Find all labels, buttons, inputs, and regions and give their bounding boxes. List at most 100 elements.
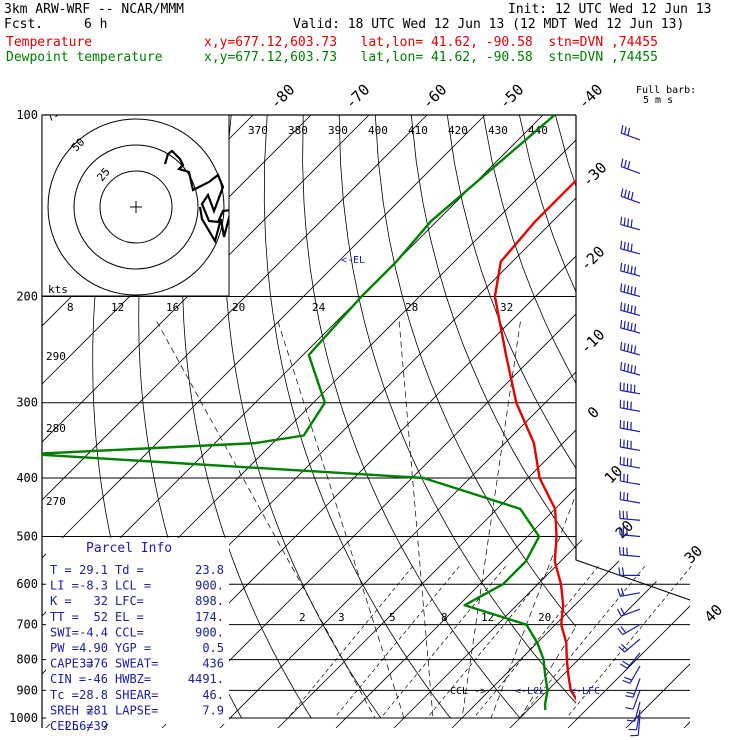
isotherm-line (62, 115, 486, 538)
dry-adiabat (374, 115, 576, 628)
mixing-ratio-line (287, 565, 414, 719)
pressure-tick-label: 300 (16, 396, 38, 410)
mixing-ratio-label: 8 (441, 611, 448, 624)
mixing-ratio-line (566, 565, 692, 719)
hodograph-units: kts (48, 283, 68, 296)
mixing-ratio-label: 28 (405, 301, 418, 314)
dry-adiabat (700, 115, 740, 718)
wind-barb (619, 420, 641, 433)
parcel-key: YGP = (115, 641, 151, 655)
theta-e-label: 390 (328, 124, 348, 137)
isotherm-label: -70 (342, 81, 374, 113)
isotherm-line (42, 115, 370, 443)
wind-barb (620, 319, 641, 334)
wind-barb (628, 709, 641, 731)
wind-barb (617, 587, 641, 597)
theta-e-label: 400 (368, 124, 388, 137)
parcel-key: SWI= (50, 625, 79, 639)
moist-adiabat (490, 493, 576, 719)
parcel-key: Td = (115, 563, 144, 577)
wind-barb (620, 652, 641, 669)
theta-e-label: 420 (448, 124, 468, 137)
theta-e-label: 430 (488, 124, 508, 137)
parcel-value: 7.9 (202, 703, 224, 717)
isotherm-label: 10 (601, 462, 627, 488)
isotherm-label: 20 (612, 517, 638, 543)
wind-barb (618, 567, 640, 576)
parcel-value: 29.1 (79, 563, 108, 577)
wind-barb (620, 216, 641, 231)
isotherm-line (701, 115, 740, 537)
wind-barb (619, 526, 641, 538)
wind-barb (617, 624, 641, 636)
mixing-ratio-label: 32 (500, 301, 513, 314)
dry-adiabat (627, 115, 740, 718)
isotherm-label: 30 (681, 542, 707, 568)
parcel-box (46, 538, 229, 724)
pressure-tick-label: 800 (16, 653, 38, 667)
wind-barb (626, 701, 641, 722)
parcel-value: 4491. (188, 672, 224, 686)
theta-e-label: 410 (408, 124, 428, 137)
parcel-value: 0.5 (202, 641, 224, 655)
dry-adiabat (263, 115, 451, 719)
dry-adiabat (410, 115, 576, 550)
pressure-tick-label: 1000 (9, 711, 38, 725)
level-markers: <-EL CCL -> <-LCL <-LFC (341, 255, 600, 697)
parcel-key: CCL= (115, 625, 144, 639)
parcel-key: LFC= (115, 594, 144, 608)
theta-label: 270 (46, 495, 66, 508)
parcel-value: -46 (86, 672, 108, 686)
pressure-tick-label: 100 (16, 108, 38, 122)
parcel-value: 52 (94, 610, 108, 624)
hodograph-trace (163, 149, 229, 244)
wind-barb (619, 399, 641, 412)
mixing-ratio-label: 8 (67, 301, 74, 314)
temperature-legend: Temperature (6, 35, 93, 50)
dewpoint-legend: Dewpoint temperature (6, 50, 163, 65)
isotherm-line (468, 429, 576, 538)
forecast-label: Fcst. (4, 17, 44, 32)
wind-barb (616, 607, 641, 617)
wind-barb (619, 473, 641, 486)
isotherm-line (236, 197, 576, 538)
isotherm-label: -20 (577, 243, 609, 275)
dry-adiabat (223, 115, 382, 719)
pressure-tick-label: 400 (16, 471, 38, 485)
wind-barb (619, 546, 641, 558)
parcel-key: CELL = (50, 719, 93, 733)
temperature-profile (493, 178, 576, 701)
isotherm-line (335, 537, 690, 728)
isotherm-line (277, 537, 690, 728)
parcel-value: -4.4 (79, 625, 108, 639)
parcel-value: -8.3 (79, 579, 108, 593)
isotherm-label: -40 (575, 81, 607, 113)
parcel-key: Tc = (50, 688, 79, 702)
isotherm-line (42, 115, 428, 501)
isotherm-label: 40 (701, 601, 727, 627)
wind-barb (630, 715, 641, 737)
theta-label: 280 (46, 422, 66, 435)
wind-barb (619, 382, 641, 395)
forecast-hour: 6 h (84, 17, 108, 32)
isotherm-line (410, 371, 576, 538)
parcel-value: 32 (94, 594, 108, 608)
mixing-ratio-label: 20 (232, 301, 245, 314)
isotherm-label: -80 (267, 81, 299, 113)
parcel-value: 898. (195, 594, 224, 608)
isotherm-line (509, 537, 690, 728)
ccl-marker: CCL -> (450, 686, 486, 697)
pressure-tick-label: 600 (16, 577, 38, 591)
parcel-value: 4.90 (79, 641, 108, 655)
theta-label: 290 (46, 350, 66, 363)
moist-adiabat (398, 321, 434, 719)
parcel-key: HWBZ= (115, 672, 151, 686)
mixing-ratio-line (519, 565, 646, 719)
dry-adiabat (664, 115, 740, 718)
mixing-ratio-line (334, 565, 460, 719)
parcel-value: 436 (202, 657, 224, 671)
dry-adiabat (591, 115, 740, 718)
hodograph-ring (47, 118, 225, 296)
moist-adiabat (156, 321, 376, 719)
isotherm-line (683, 537, 690, 728)
